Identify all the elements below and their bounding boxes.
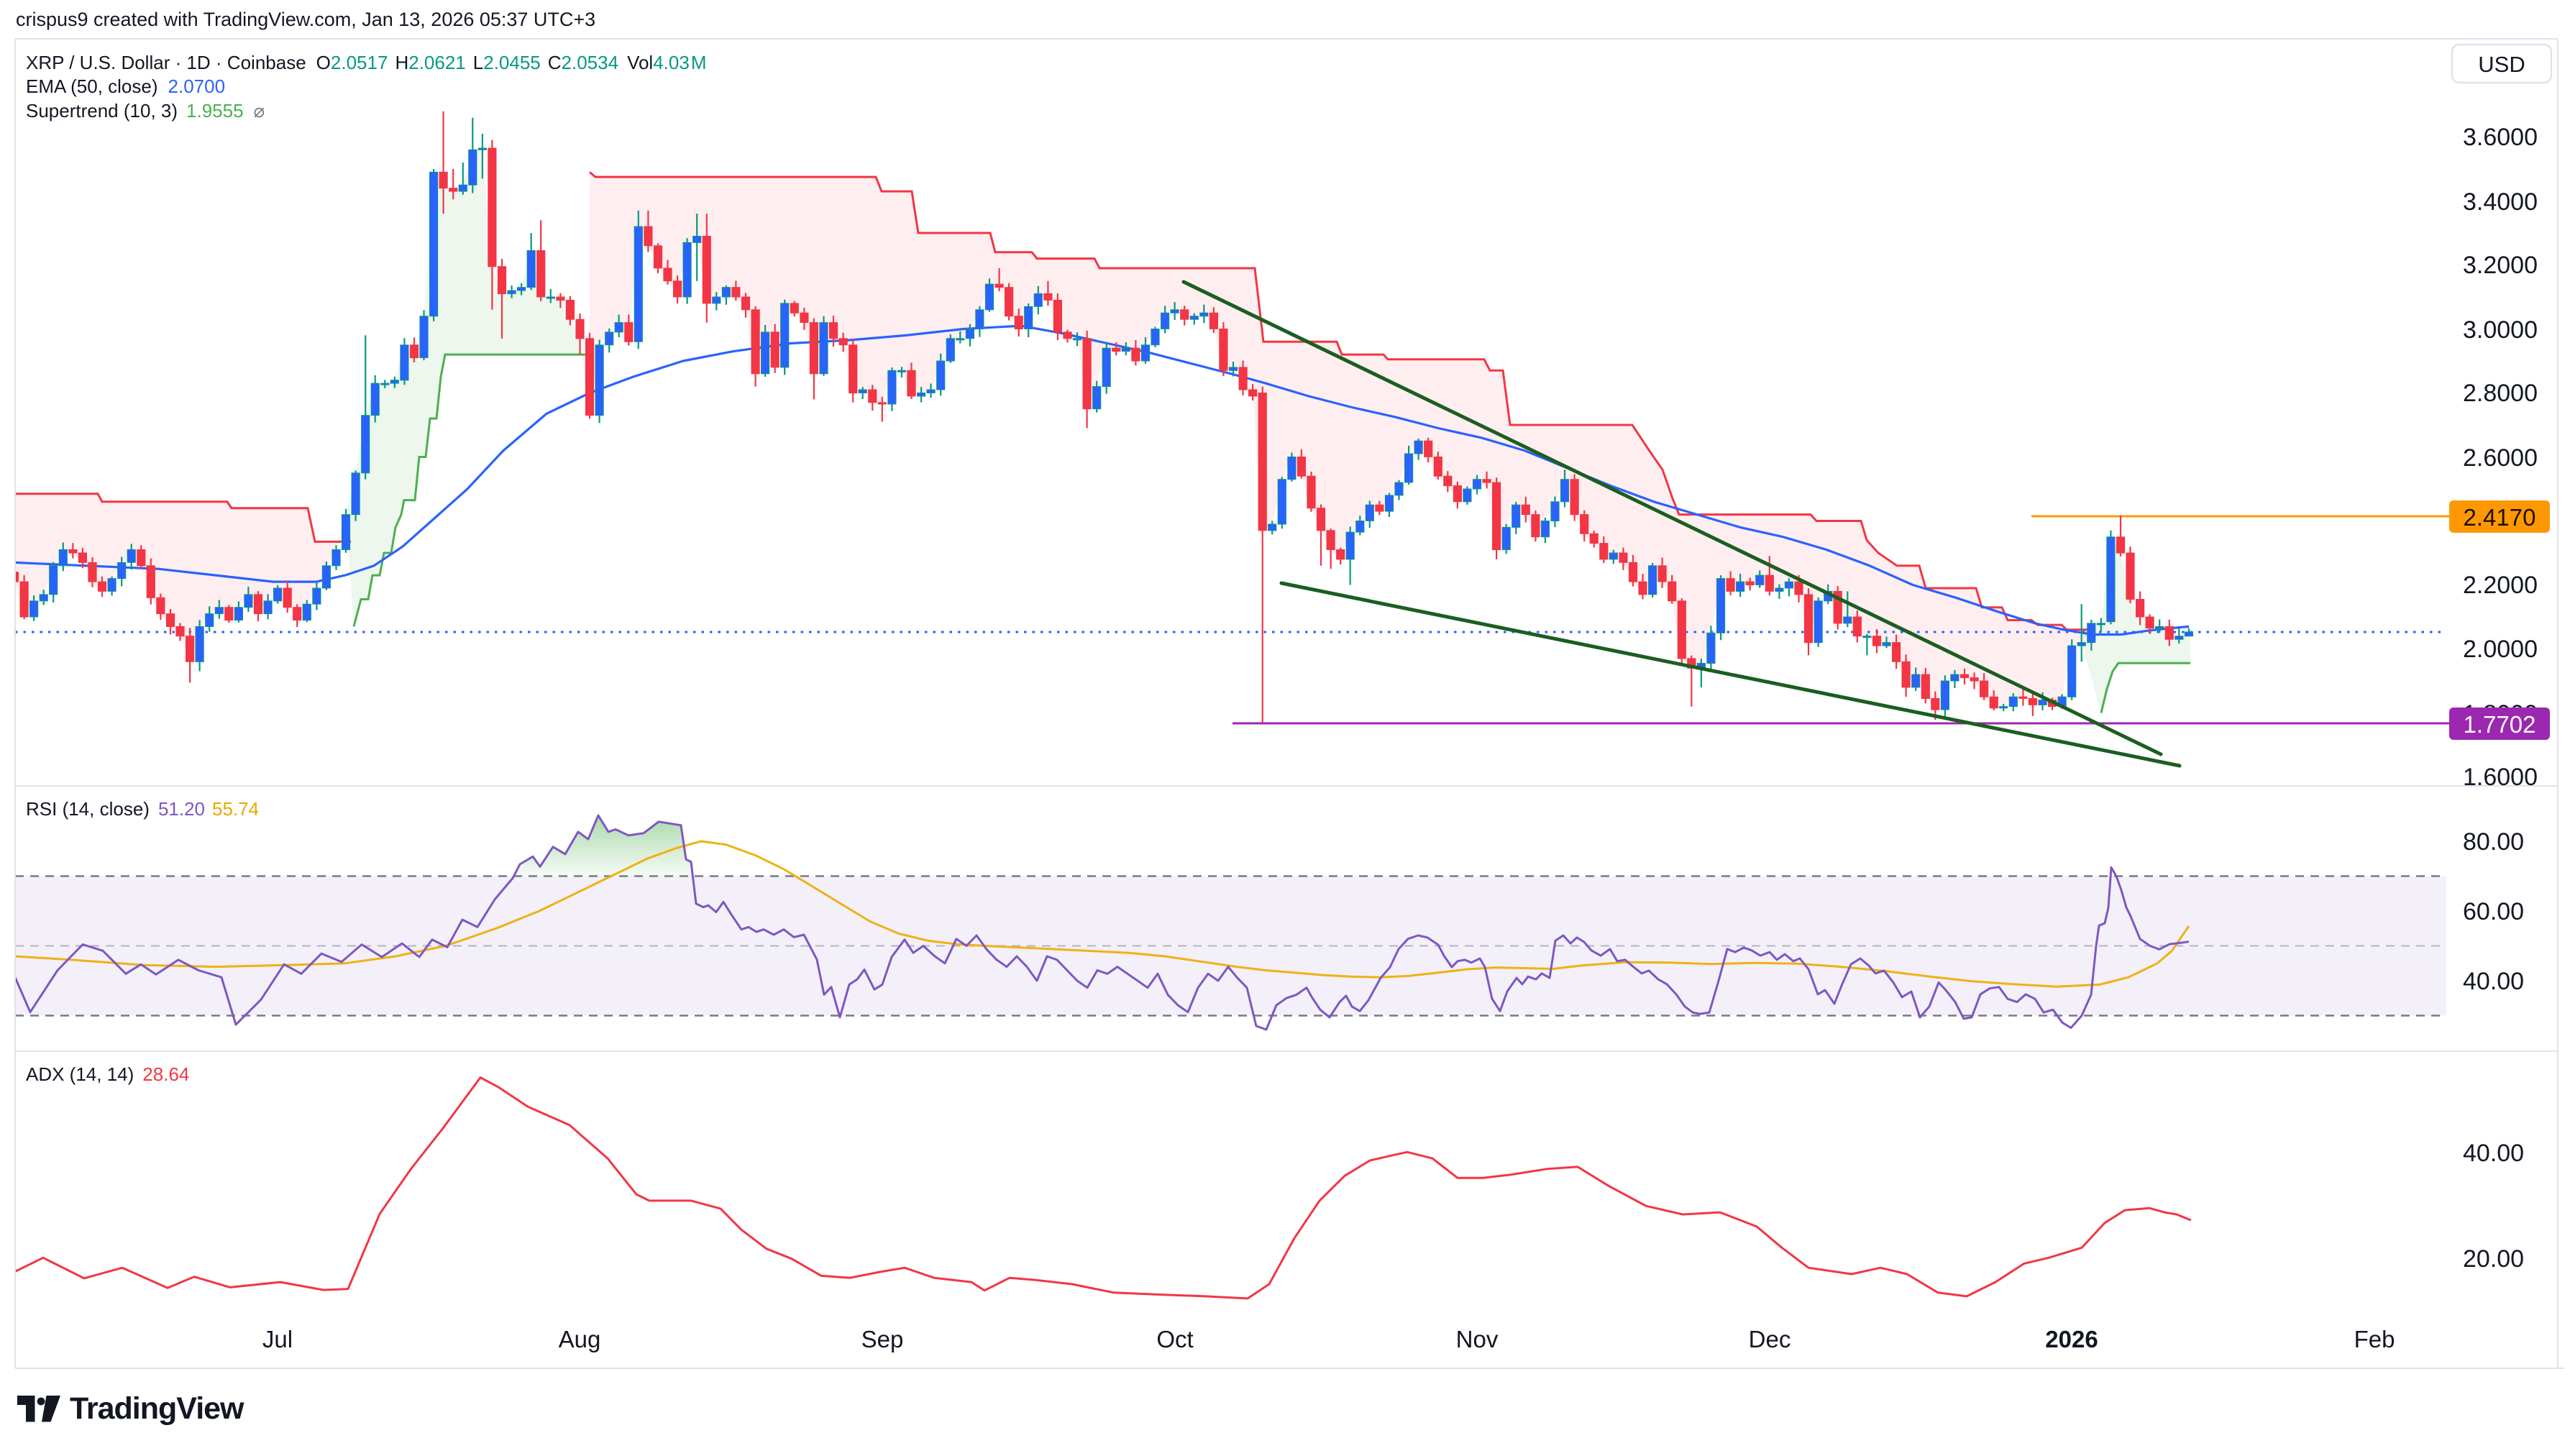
svg-text:crispus9 created with TradingV: crispus9 created with TradingView.com, J…	[16, 9, 595, 30]
svg-text:Nov: Nov	[1456, 1326, 1499, 1352]
svg-text:3.4000: 3.4000	[2463, 188, 2538, 216]
svg-text:3.2000: 3.2000	[2463, 252, 2538, 279]
svg-text:Aug: Aug	[559, 1326, 601, 1352]
svg-text:3.0000: 3.0000	[2463, 316, 2538, 344]
svg-text:Oct: Oct	[1156, 1326, 1193, 1352]
svg-text:EMA (50, close)2.0700: EMA (50, close) 2.0700	[26, 75, 225, 97]
svg-text:2.6000: 2.6000	[2463, 444, 2538, 472]
svg-text:USD: USD	[2478, 52, 2525, 77]
svg-text:Supertrend (10, 3)1.9555⌀: Supertrend (10, 3) 1.9555 ⌀	[26, 100, 265, 122]
svg-text:1.6000: 1.6000	[2463, 764, 2538, 791]
svg-text:2026: 2026	[2045, 1326, 2098, 1352]
svg-text:TradingView: TradingView	[70, 1391, 244, 1426]
svg-text:2.2000: 2.2000	[2463, 572, 2538, 599]
svg-text:3.6000: 3.6000	[2463, 124, 2538, 151]
svg-text:Feb: Feb	[2354, 1326, 2395, 1352]
svg-text:Sep: Sep	[861, 1326, 904, 1352]
svg-text:2.4170: 2.4170	[2464, 504, 2536, 531]
svg-text:60.00: 60.00	[2463, 898, 2524, 925]
svg-text:2.8000: 2.8000	[2463, 380, 2538, 407]
svg-text:1.7702: 1.7702	[2464, 711, 2536, 738]
svg-text:ADX (14, 14)28.64: ADX (14, 14) 28.64	[26, 1063, 189, 1085]
svg-text:40.00: 40.00	[2463, 968, 2524, 995]
svg-text:Jul: Jul	[262, 1326, 293, 1352]
svg-text:40.00: 40.00	[2463, 1140, 2524, 1167]
svg-text:Dec: Dec	[1749, 1326, 1791, 1352]
svg-text:20.00: 20.00	[2463, 1245, 2524, 1273]
svg-text:2.0000: 2.0000	[2463, 636, 2538, 663]
svg-text:XRP / U.S. Dollar · 1D · Coinb: XRP / U.S. Dollar · 1D · Coinbase O2.0517…	[26, 52, 707, 73]
svg-text:80.00: 80.00	[2463, 828, 2524, 856]
